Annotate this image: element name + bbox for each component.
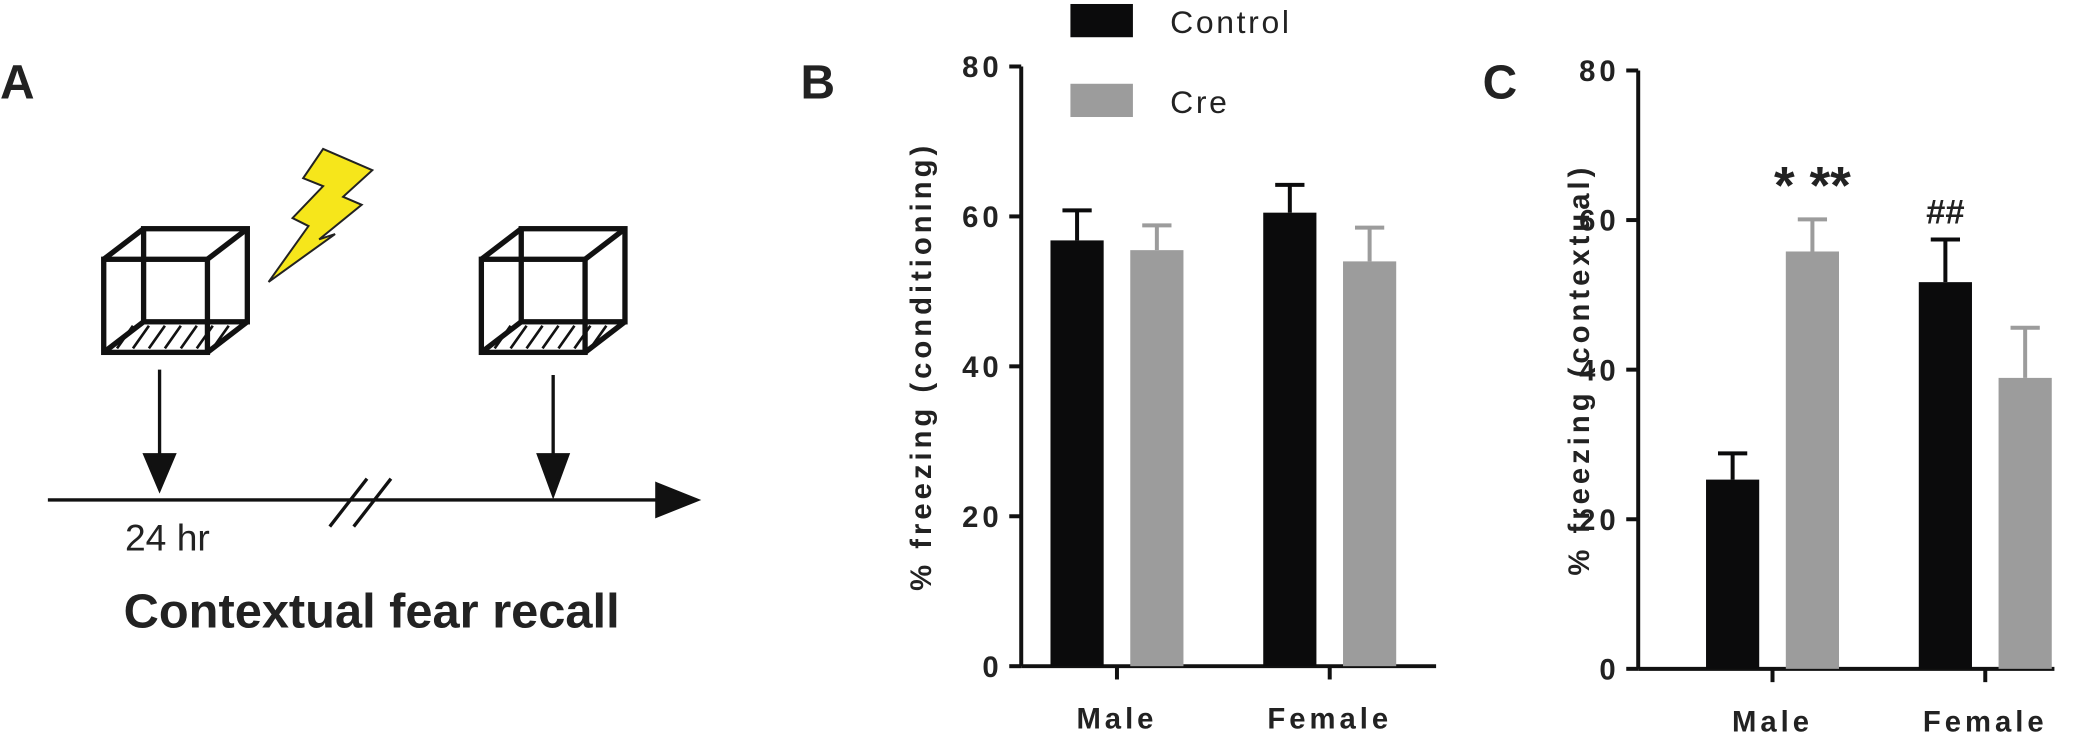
legend-label: Cre — [1170, 84, 1229, 120]
x-tick-label: Male — [1732, 706, 1813, 734]
bar — [1050, 240, 1104, 667]
legend-swatch — [1070, 3, 1133, 38]
panel-a: A 24 hr Contextual fear recall — [0, 56, 702, 639]
hatch — [493, 325, 608, 350]
panel-label: C — [1483, 56, 1518, 109]
y-tick-label: 60 — [1579, 206, 1620, 238]
y-axis-label: % freezing (conditioning) — [906, 142, 938, 591]
y-tick-label: 80 — [1579, 56, 1620, 88]
x-tick-label: Female — [1267, 704, 1392, 734]
arrows — [47, 369, 702, 528]
bar — [1918, 282, 1972, 669]
legend-label: Control — [1170, 4, 1291, 40]
panel-label: B — [800, 56, 835, 109]
time-label: 24 hr — [125, 517, 210, 559]
legend-swatch — [1070, 83, 1133, 118]
shock-icon — [267, 147, 375, 283]
annotation: ## — [1926, 194, 1964, 232]
y-tick-label: 20 — [962, 502, 1003, 534]
bar — [1263, 212, 1317, 667]
x-tick-label: Male — [1076, 704, 1157, 734]
bar — [1130, 250, 1184, 667]
panel-label: A — [0, 56, 35, 109]
y-tick-label: 0 — [982, 652, 1002, 684]
y-tick-label: 0 — [1599, 654, 1619, 686]
y-axis-label: % freezing (contextual) — [1564, 164, 1596, 576]
y-tick-label: 40 — [962, 352, 1003, 384]
x-tick-label: Female — [1923, 706, 2048, 734]
y-tick-label: 60 — [962, 202, 1003, 234]
bar — [1785, 251, 1840, 669]
cube — [478, 226, 628, 356]
hatch — [115, 325, 230, 350]
y-tick-label: 80 — [962, 52, 1003, 84]
bar — [1998, 377, 2052, 669]
bar — [1343, 261, 1397, 667]
annotation: * ** — [1774, 156, 1851, 215]
bar — [1706, 479, 1760, 669]
y-tick-label: 20 — [1579, 505, 1620, 537]
diagram-title: Contextual fear recall — [124, 586, 620, 639]
y-tick-label: 40 — [1579, 355, 1620, 387]
